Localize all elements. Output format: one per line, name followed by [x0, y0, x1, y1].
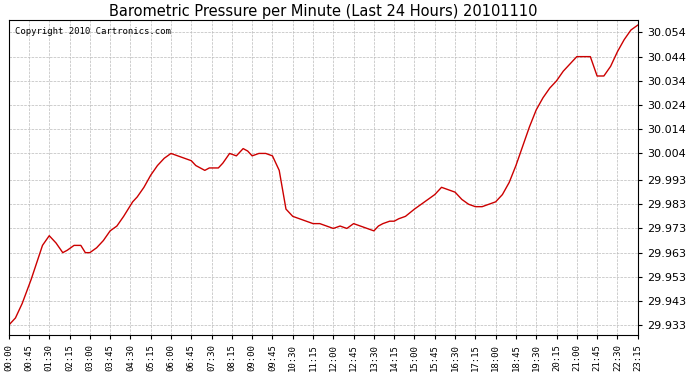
Text: Copyright 2010 Cartronics.com: Copyright 2010 Cartronics.com [15, 27, 171, 36]
Title: Barometric Pressure per Minute (Last 24 Hours) 20101110: Barometric Pressure per Minute (Last 24 … [109, 4, 538, 19]
